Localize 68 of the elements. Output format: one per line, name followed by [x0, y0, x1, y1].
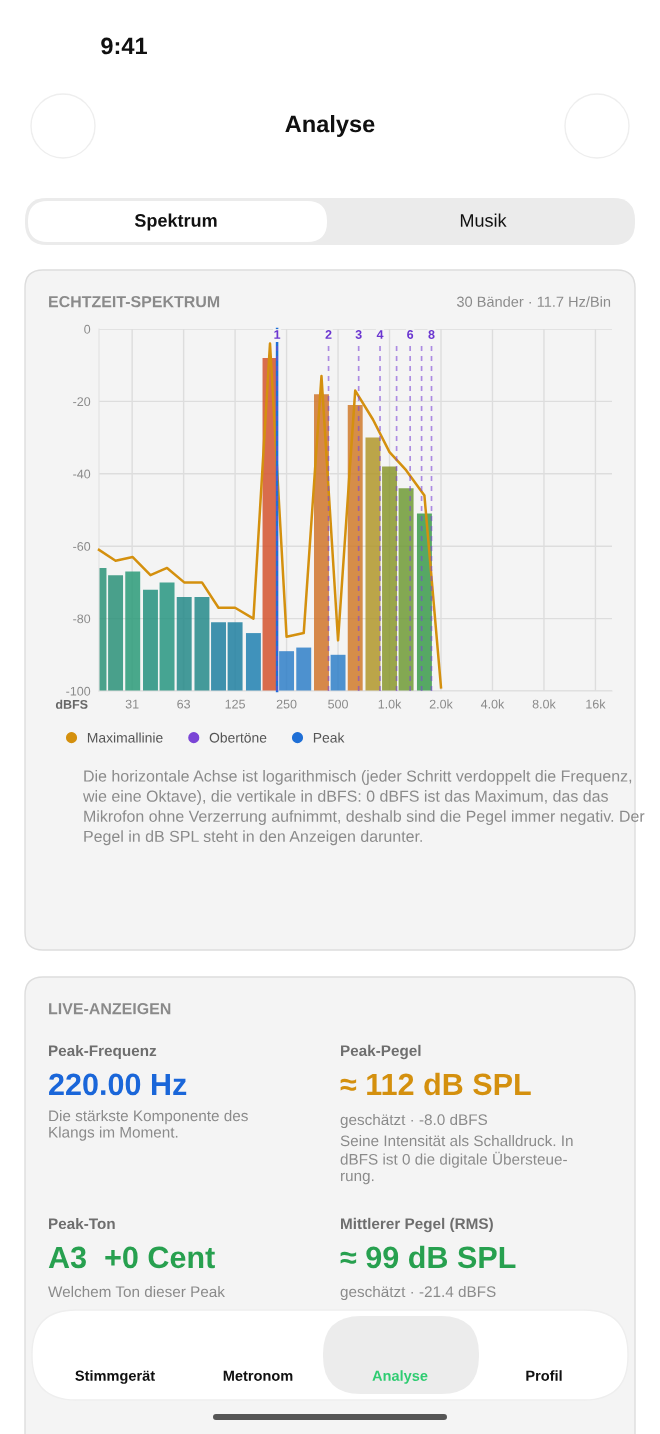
bar	[194, 596, 210, 691]
annotation: 8	[428, 330, 435, 339]
bar	[245, 633, 261, 691]
text: ≈ 99 dB SPL	[340, 1245, 516, 1269]
text: Seine Intensität als Schalldruck. In dBFS ist 0 die digitale Übersteue- rung.	[340, 1135, 573, 1185]
text: A3 +0 Cent	[48, 1246, 215, 1269]
text: Die stärkste Komponente des Klangs im Moment.	[49, 1110, 248, 1141]
text: Analyse	[372, 1370, 428, 1384]
bar	[143, 589, 158, 691]
annotation: 3	[355, 330, 362, 339]
text: Spektrum	[134, 213, 217, 231]
text: Analyse	[285, 115, 375, 138]
bar	[227, 622, 243, 691]
x-tick-label: 16k	[586, 699, 606, 709]
x-tick-label: 2.0k	[429, 699, 453, 709]
text: ≈ 112 dB SPL	[340, 1072, 531, 1096]
text: 220.00 Hz	[49, 1073, 187, 1096]
y-axis-title: dBFS	[55, 699, 88, 709]
bar	[159, 582, 175, 691]
text: Peak-Frequenz	[49, 1044, 157, 1060]
text: Peak-Pegel	[341, 1044, 421, 1060]
y-tick-label: 0	[84, 324, 91, 334]
x-tick-label: 250	[276, 699, 297, 709]
chart-subtitle: 30 Bänder · 11.7 Hz/Bin	[457, 296, 611, 307]
line-series	[97, 342, 443, 689]
legend-label: Maximallinie	[87, 732, 163, 743]
bar	[125, 571, 141, 691]
bar	[211, 622, 226, 691]
text: LIVE-ANZEIGEN	[49, 1002, 171, 1015]
bar	[416, 513, 432, 691]
bar	[279, 651, 295, 691]
x-tick-label: 500	[328, 699, 348, 709]
annotation: 1	[274, 330, 281, 339]
text: Metronom	[223, 1370, 293, 1381]
y-tick-label: -20	[73, 397, 91, 407]
text: Peak-Ton	[49, 1217, 115, 1230]
text: geschätzt · -8.0 dBFS	[340, 1113, 488, 1129]
x-tick-label: 31	[125, 699, 139, 709]
text: 9:41	[101, 37, 147, 55]
y-tick-label: -60	[73, 542, 91, 551]
y-tick-label: -40	[73, 469, 91, 479]
x-tick-label: 1.0k	[378, 699, 402, 709]
bar	[382, 466, 397, 691]
chart-title: ECHTZEIT-SPEKTRUM	[49, 295, 220, 308]
y-tick-label: -80	[73, 614, 91, 624]
bar	[347, 405, 363, 691]
text: Die horizontale Achse ist logarithmisch (jeder Schritt verdoppelt die Frequenz, wie eine Oktave), die vertikale in dBFS: 0 dBFS ist das Maximum, das das Mikrofon ohne Verzerrung aufnimmt, deshalb sind die Pegel immer negativ. Der Pegel in dB SPL steht in den Anzeigen darunter.	[82, 770, 645, 846]
bar	[176, 596, 192, 691]
x-tick-label: 125	[225, 699, 245, 709]
text: geschätzt · -21.4 dBFS	[340, 1285, 496, 1301]
x-tick-label: 63	[177, 699, 191, 709]
legend-label: Obertöne	[209, 732, 267, 743]
legend-label: Peak	[313, 732, 345, 743]
x-tick-label: 4.0k	[480, 699, 505, 709]
bar	[398, 488, 414, 691]
text: Mittlerer Pegel (RMS)	[341, 1217, 493, 1233]
bar	[365, 437, 381, 691]
annotation: 4	[376, 330, 384, 339]
annotation: 6	[407, 330, 414, 339]
text: Profil	[526, 1370, 562, 1381]
bar	[296, 647, 312, 691]
y-tick-label: -100	[66, 686, 91, 696]
bar	[330, 654, 346, 691]
text: Welchem Ton dieser Peak	[48, 1285, 225, 1298]
annotation: 2	[325, 330, 332, 339]
x-tick-label: 8.0k	[532, 699, 556, 709]
text: Stimmgerät	[75, 1370, 155, 1384]
text: Musik	[460, 213, 507, 227]
